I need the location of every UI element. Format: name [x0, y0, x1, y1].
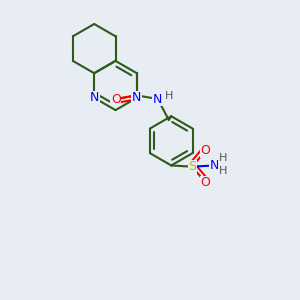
Text: N: N — [132, 91, 142, 104]
Text: H: H — [218, 166, 227, 176]
Text: N: N — [210, 159, 219, 172]
Text: O: O — [201, 144, 211, 157]
Text: H: H — [165, 91, 173, 101]
Text: N: N — [153, 92, 162, 106]
Text: O: O — [201, 176, 211, 189]
Text: O: O — [111, 92, 121, 106]
Text: N: N — [89, 91, 99, 104]
Text: S: S — [188, 160, 196, 173]
Text: H: H — [218, 153, 227, 163]
